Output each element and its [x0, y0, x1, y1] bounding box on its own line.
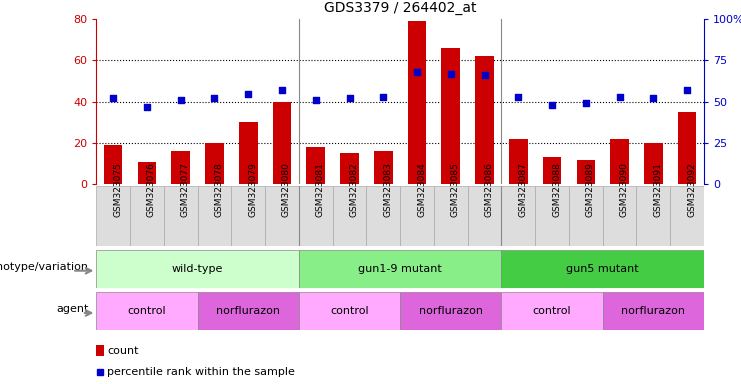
- Point: [276, 87, 288, 93]
- Text: GSM323081: GSM323081: [316, 162, 325, 217]
- Bar: [434, 186, 468, 246]
- Point: [242, 91, 254, 97]
- Bar: [678, 112, 697, 184]
- Bar: [637, 186, 670, 246]
- Bar: [96, 250, 299, 288]
- Point: [512, 94, 524, 100]
- Text: GSM323088: GSM323088: [552, 162, 561, 217]
- Bar: [408, 21, 426, 184]
- Text: GSM323077: GSM323077: [181, 162, 190, 217]
- Text: wild-type: wild-type: [172, 264, 223, 274]
- Bar: [644, 143, 662, 184]
- Point: [445, 71, 456, 77]
- Bar: [502, 292, 602, 330]
- Point: [479, 72, 491, 78]
- Text: GSM323083: GSM323083: [383, 162, 392, 217]
- Text: genotype/variation: genotype/variation: [0, 262, 89, 272]
- Point: [377, 94, 389, 100]
- Bar: [400, 292, 502, 330]
- Bar: [535, 186, 569, 246]
- Point: [310, 97, 322, 103]
- Text: GSM323092: GSM323092: [687, 162, 696, 217]
- Bar: [96, 345, 104, 356]
- Text: GSM323084: GSM323084: [417, 162, 426, 217]
- Bar: [130, 186, 164, 246]
- Bar: [164, 186, 198, 246]
- Bar: [468, 186, 502, 246]
- Text: GSM323082: GSM323082: [350, 162, 359, 217]
- Text: agent: agent: [56, 304, 89, 314]
- Text: GSM323079: GSM323079: [248, 162, 257, 217]
- Point: [614, 94, 625, 100]
- Point: [175, 97, 187, 103]
- Point: [580, 100, 592, 106]
- Text: gun5 mutant: gun5 mutant: [566, 264, 639, 274]
- Text: gun1-9 mutant: gun1-9 mutant: [358, 264, 442, 274]
- Bar: [239, 122, 258, 184]
- Bar: [366, 186, 400, 246]
- Bar: [104, 145, 122, 184]
- Text: norflurazon: norflurazon: [621, 306, 685, 316]
- Bar: [576, 160, 595, 184]
- Bar: [299, 186, 333, 246]
- Bar: [138, 162, 156, 184]
- Text: GSM323090: GSM323090: [619, 162, 628, 217]
- Text: GSM323086: GSM323086: [485, 162, 494, 217]
- Text: GSM323089: GSM323089: [586, 162, 595, 217]
- Text: norflurazon: norflurazon: [216, 306, 280, 316]
- Bar: [569, 186, 602, 246]
- Point: [107, 95, 119, 101]
- Bar: [299, 292, 400, 330]
- Bar: [502, 250, 704, 288]
- Bar: [542, 157, 562, 184]
- Bar: [374, 151, 393, 184]
- Text: percentile rank within the sample: percentile rank within the sample: [107, 367, 295, 377]
- Text: GSM323087: GSM323087: [518, 162, 528, 217]
- Point: [681, 87, 693, 93]
- Bar: [205, 143, 224, 184]
- Bar: [265, 186, 299, 246]
- Bar: [299, 250, 502, 288]
- Point: [208, 95, 220, 101]
- Point: [546, 102, 558, 108]
- Title: GDS3379 / 264402_at: GDS3379 / 264402_at: [324, 2, 476, 15]
- Bar: [400, 186, 434, 246]
- Bar: [231, 186, 265, 246]
- Bar: [198, 186, 231, 246]
- Bar: [96, 186, 130, 246]
- Point: [344, 95, 356, 101]
- Text: control: control: [533, 306, 571, 316]
- Text: control: control: [330, 306, 369, 316]
- Text: GSM323075: GSM323075: [113, 162, 122, 217]
- Text: GSM323078: GSM323078: [214, 162, 224, 217]
- Bar: [611, 139, 629, 184]
- Bar: [340, 153, 359, 184]
- Point: [141, 104, 153, 110]
- Point: [648, 95, 659, 101]
- Bar: [502, 186, 535, 246]
- Bar: [198, 292, 299, 330]
- Bar: [171, 151, 190, 184]
- Text: GSM323085: GSM323085: [451, 162, 459, 217]
- Bar: [509, 139, 528, 184]
- Text: count: count: [107, 346, 139, 356]
- Text: GSM323076: GSM323076: [147, 162, 156, 217]
- Bar: [475, 56, 494, 184]
- Bar: [602, 292, 704, 330]
- Text: norflurazon: norflurazon: [419, 306, 483, 316]
- Bar: [273, 102, 291, 184]
- Text: GSM323091: GSM323091: [654, 162, 662, 217]
- Bar: [333, 186, 366, 246]
- Bar: [442, 48, 460, 184]
- Text: GSM323080: GSM323080: [282, 162, 291, 217]
- Bar: [670, 186, 704, 246]
- Point: [411, 69, 423, 75]
- Bar: [96, 292, 198, 330]
- Bar: [307, 147, 325, 184]
- Text: control: control: [127, 306, 166, 316]
- Bar: [602, 186, 637, 246]
